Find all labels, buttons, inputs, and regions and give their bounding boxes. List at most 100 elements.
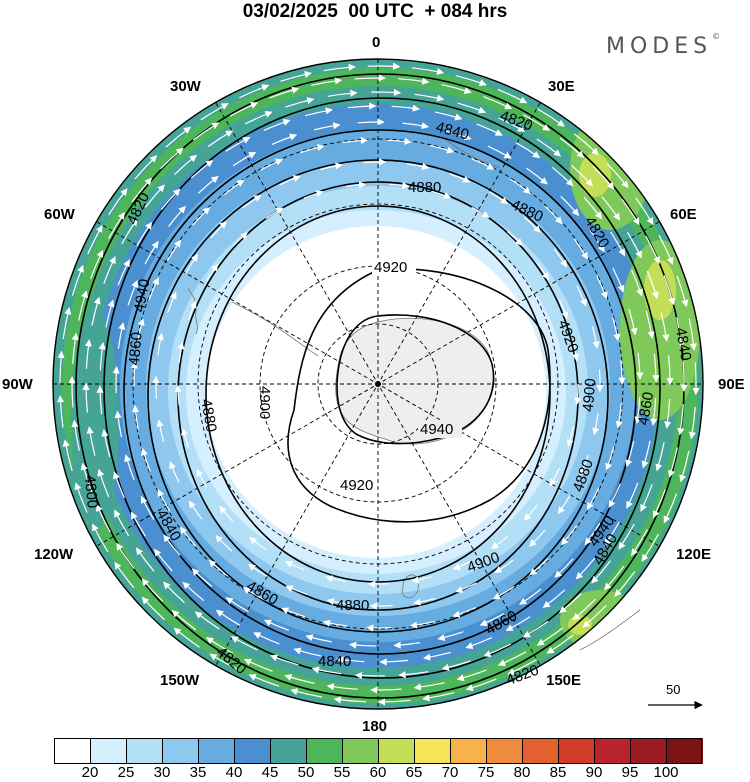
wind-vector — [608, 483, 621, 508]
wind-vector — [367, 62, 401, 70]
wind-vector — [209, 653, 239, 671]
wind-vector — [402, 122, 429, 130]
wind-vector — [449, 173, 471, 183]
wind-vector — [105, 299, 115, 328]
wind-vector — [631, 269, 644, 297]
brand-mark: © — [712, 32, 721, 41]
wind-vector — [354, 74, 386, 82]
wind-vector — [91, 296, 101, 326]
wind-vector — [90, 249, 104, 279]
wind-vector — [572, 598, 596, 621]
wind-vector — [117, 259, 130, 286]
wind-vector — [546, 634, 574, 654]
wind-vector — [452, 560, 472, 571]
wind-vector — [78, 290, 88, 321]
wind-vector — [652, 489, 666, 519]
wind-vector — [641, 440, 651, 469]
wind-vector — [171, 610, 197, 631]
wind-vector — [313, 122, 341, 131]
wind-vector — [320, 162, 343, 171]
lon-label-30w: 30W — [170, 78, 201, 95]
wind-vector — [86, 426, 96, 456]
wind-vector — [96, 385, 104, 415]
contour-label-4860-right: 4860 — [635, 391, 658, 427]
colorbar-tick-label: 95 — [621, 764, 639, 781]
wind-vector — [242, 194, 262, 209]
wind-vector — [692, 362, 700, 396]
contour-label-4940-left: 4940 — [131, 278, 154, 314]
chart-title: 03/02/2025 00 UTC + 084 hrs — [242, 1, 508, 22]
wind-vector — [345, 181, 367, 189]
wind-vector — [615, 403, 623, 429]
wind-vector — [311, 77, 343, 86]
wind-vector — [422, 692, 455, 702]
colorbar-tick-label: 60 — [369, 764, 387, 781]
wind-vector — [244, 110, 273, 125]
wind-vector — [386, 137, 412, 145]
wind-vector — [62, 439, 73, 472]
wind-vector — [641, 533, 659, 562]
wind-vector — [215, 609, 241, 626]
wind-vector — [679, 450, 690, 483]
colorbar-tick-label: 20 — [81, 764, 99, 781]
wind-vector — [605, 446, 615, 471]
colorbar-cell — [486, 738, 523, 764]
wind-vector — [379, 658, 409, 666]
colorbar-tick-label: 50 — [297, 764, 315, 781]
map-boundary — [52, 58, 704, 710]
wind-vector — [84, 339, 92, 369]
south-america-coast — [187, 287, 198, 335]
contour-label-4920-top: 4920 — [374, 259, 407, 276]
wind-vector — [526, 167, 548, 185]
colorbar-cell — [522, 738, 559, 764]
colorbar-tick-label: 40 — [225, 764, 243, 781]
wind-vector — [471, 158, 495, 170]
wind-vector — [265, 207, 284, 219]
wind-vector — [163, 581, 185, 604]
colorbar-cell — [126, 738, 163, 764]
colorbar-tick-label: 30 — [153, 764, 171, 781]
wind-vector — [144, 240, 159, 265]
wind-vector — [280, 70, 312, 82]
wind-vector — [650, 397, 658, 426]
wind-vector — [269, 86, 300, 99]
wind-vector — [160, 188, 181, 211]
wind-vector — [108, 188, 128, 216]
wind-vector — [574, 133, 599, 156]
reference-vector-label: 50 — [666, 682, 681, 697]
contour-label-4880-bottom: 4880 — [336, 597, 369, 614]
wind-vector — [398, 77, 430, 85]
colorbar-tick-label: 25 — [117, 764, 135, 781]
wind-vector — [377, 698, 411, 706]
wind-vector — [223, 179, 245, 196]
wind-vector — [465, 637, 493, 650]
wind-vector — [290, 688, 323, 698]
wind-vector — [174, 384, 182, 406]
wind-vector — [114, 561, 135, 589]
wind-vector — [323, 63, 356, 72]
wind-vector — [612, 316, 621, 342]
colorbar-cell — [90, 738, 127, 764]
colorbar-tick-label: 55 — [333, 764, 351, 781]
lon-label-150e: 150E — [546, 672, 582, 689]
wind-vector — [300, 144, 325, 154]
wind-vector — [688, 406, 696, 440]
wind-vector — [522, 620, 549, 638]
wind-vector — [476, 123, 503, 136]
wind-vector — [174, 154, 197, 176]
wind-vector — [80, 462, 93, 493]
colorbar-cell — [198, 738, 235, 764]
wind-vector — [253, 632, 280, 645]
wind-vector — [71, 419, 80, 451]
wind-vector — [57, 350, 65, 384]
wind-vector — [483, 643, 512, 658]
wind-vector — [117, 322, 126, 349]
wind-vector — [429, 145, 455, 154]
wind-vector — [229, 102, 259, 117]
wind-vector — [592, 166, 615, 190]
wind-vector — [596, 275, 608, 300]
wind-vector — [549, 467, 561, 487]
wind-vector — [507, 659, 537, 675]
brand-text: MODES — [606, 34, 713, 59]
wind-vector — [230, 636, 258, 651]
